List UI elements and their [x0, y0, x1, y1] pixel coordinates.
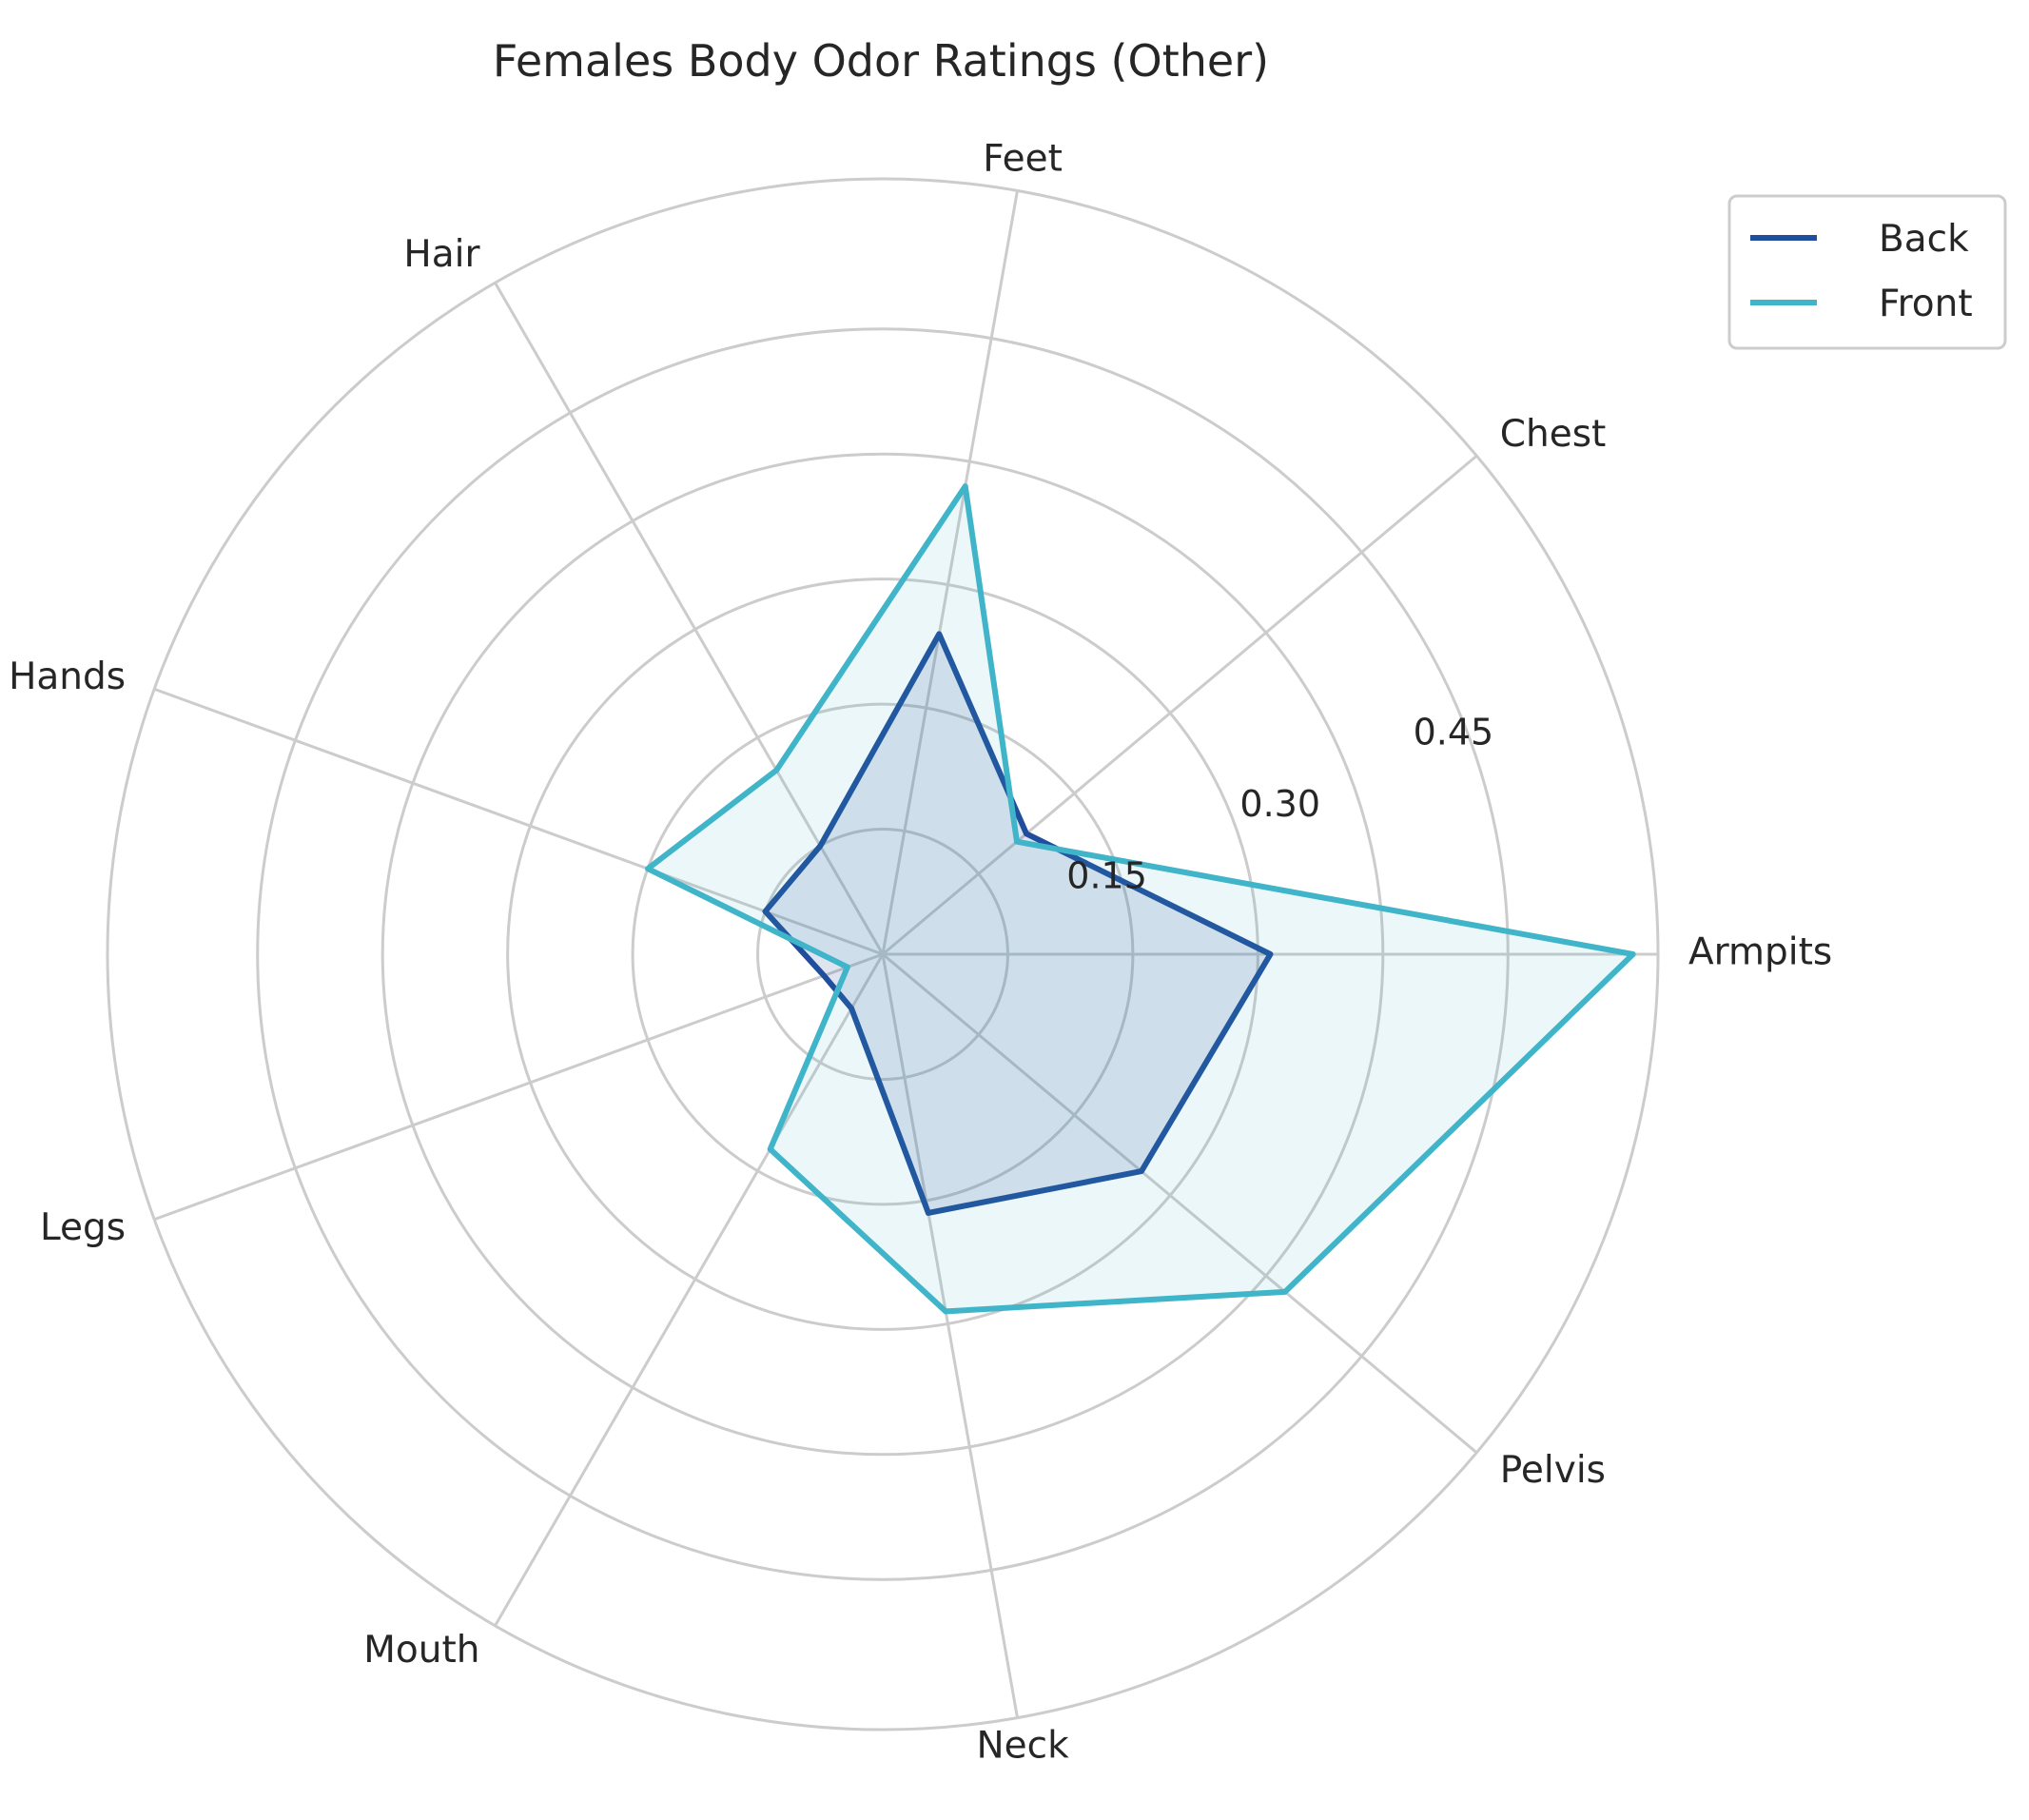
- category-label-hair: Hair: [403, 233, 480, 276]
- category-label-pelvis: Pelvis: [1500, 1449, 1606, 1492]
- legend: Back Front: [1727, 194, 2007, 350]
- category-label-neck: Neck: [976, 1725, 1069, 1768]
- series-layer: [645, 483, 1636, 1315]
- spoke-neck: [881, 953, 1020, 1718]
- category-labels: Armpits Chest Feet Hair Hands Legs Mouth Neck Pe…: [9, 137, 1832, 1767]
- legend-box: [1727, 194, 2007, 350]
- category-label-armpits: Armpits: [1688, 931, 1832, 974]
- category-label-feet: Feet: [983, 137, 1063, 180]
- category-label-mouth: Mouth: [363, 1629, 479, 1672]
- series-area-front: [648, 486, 1633, 1312]
- chart-title: Females Body Odor Ratings (Other): [493, 35, 1269, 87]
- legend-label-front: Front: [1879, 283, 1973, 325]
- category-label-hands: Hands: [9, 656, 126, 698]
- category-label-legs: Legs: [40, 1206, 126, 1249]
- spoke-mouth: [494, 953, 885, 1627]
- legend-label-back: Back: [1879, 218, 1969, 261]
- radial-grid: [106, 177, 1660, 1732]
- radial-tick-label: 0.30: [1239, 783, 1320, 825]
- spoke-legs: [153, 952, 884, 1222]
- category-label-chest: Chest: [1500, 413, 1607, 456]
- series-area-back: [765, 634, 1271, 1213]
- spoke-pelvis: [882, 952, 1478, 1455]
- spoke-feet: [881, 190, 1020, 955]
- spoke-hair: [494, 282, 885, 955]
- spoke-hands: [153, 687, 884, 956]
- radial-tick-label: 0.45: [1414, 712, 1494, 753]
- radial-tick-labels: 0.15 0.30 0.45: [1066, 712, 1493, 897]
- series-line-front: [645, 483, 1636, 1315]
- radial-tick-label: 0.15: [1066, 855, 1147, 897]
- spoke-chest: [882, 454, 1478, 956]
